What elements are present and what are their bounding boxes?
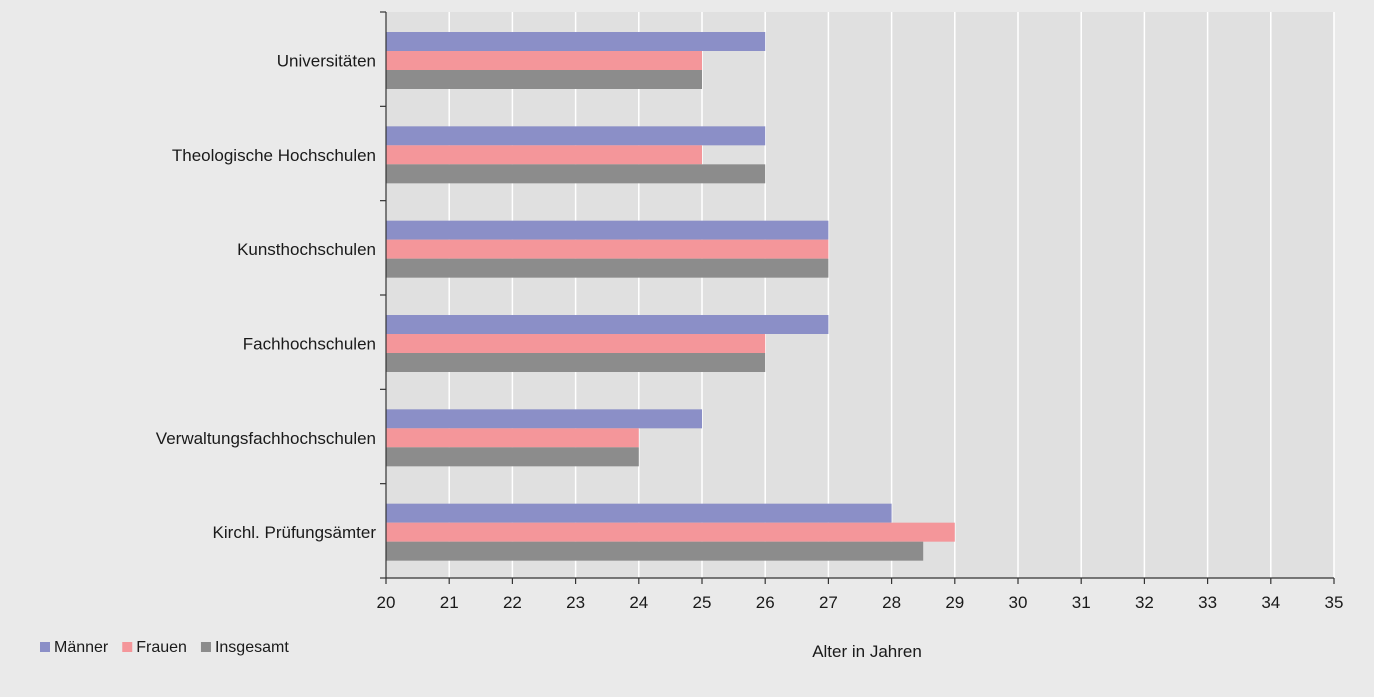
bar-m-nner-5 bbox=[386, 503, 892, 523]
x-tick-label: 35 bbox=[1325, 593, 1344, 612]
bar-insgesamt-1 bbox=[386, 164, 766, 184]
x-tick-label: 31 bbox=[1072, 593, 1091, 612]
x-tick-label: 27 bbox=[819, 593, 838, 612]
x-tick-label: 26 bbox=[756, 593, 775, 612]
bar-m-nner-1 bbox=[386, 126, 766, 146]
bar-frauen-5 bbox=[386, 522, 955, 542]
category-label: Verwaltungsfachhochschulen bbox=[156, 429, 376, 448]
bar-frauen-1 bbox=[386, 145, 702, 165]
x-axis-title: Alter in Jahren bbox=[812, 642, 922, 661]
x-tick-label: 34 bbox=[1261, 593, 1280, 612]
x-tick-label: 20 bbox=[377, 593, 396, 612]
category-label: Fachhochschulen bbox=[243, 335, 376, 354]
bar-m-nner-3 bbox=[386, 315, 829, 334]
bar-frauen-4 bbox=[386, 428, 639, 448]
legend-label: Männer bbox=[54, 639, 109, 656]
bar-insgesamt-2 bbox=[386, 258, 829, 278]
bar-insgesamt-0 bbox=[386, 70, 702, 89]
category-label: Theologische Hochschulen bbox=[172, 146, 376, 165]
bar-frauen-0 bbox=[386, 51, 702, 70]
category-label: Kunsthochschulen bbox=[237, 240, 376, 259]
x-tick-label: 24 bbox=[629, 593, 648, 612]
x-tick-label: 28 bbox=[882, 593, 901, 612]
category-label: Universitäten bbox=[277, 52, 376, 71]
bar-m-nner-0 bbox=[386, 32, 766, 51]
x-tick-label: 30 bbox=[1009, 593, 1028, 612]
legend-label: Insgesamt bbox=[215, 639, 289, 656]
x-tick-label: 25 bbox=[693, 593, 712, 612]
category-label: Kirchl. Prüfungsämter bbox=[213, 523, 377, 542]
legend-swatch bbox=[122, 642, 133, 652]
x-tick-label: 32 bbox=[1135, 593, 1154, 612]
bar-m-nner-2 bbox=[386, 220, 829, 240]
x-tick-label: 23 bbox=[566, 593, 585, 612]
bar-frauen-2 bbox=[386, 239, 829, 259]
bar-insgesamt-3 bbox=[386, 353, 766, 372]
x-tick-label: 29 bbox=[945, 593, 964, 612]
legend-swatch bbox=[200, 642, 211, 652]
bar-insgesamt-4 bbox=[386, 447, 639, 467]
x-tick-label: 21 bbox=[440, 593, 459, 612]
bar-m-nner-4 bbox=[386, 409, 702, 429]
plot-area bbox=[386, 12, 1334, 578]
legend-swatch bbox=[40, 642, 50, 652]
x-tick-label: 33 bbox=[1198, 593, 1217, 612]
bar-frauen-3 bbox=[386, 334, 766, 353]
x-tick-label: 22 bbox=[503, 593, 522, 612]
bar-insgesamt-5 bbox=[386, 541, 924, 561]
legend-label: Frauen bbox=[136, 639, 187, 656]
